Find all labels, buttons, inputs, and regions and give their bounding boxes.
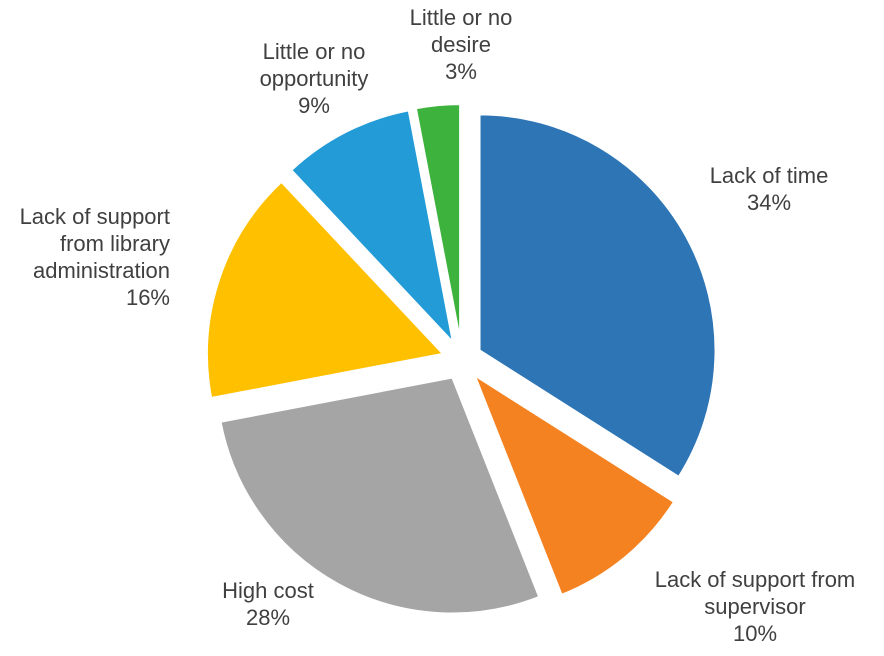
slice-value-label: 3%	[445, 59, 477, 84]
pie-slice-1	[472, 372, 676, 597]
pie-slice-5	[414, 103, 462, 341]
slice-value-label: 10%	[732, 621, 778, 646]
slice-label-line: supervisor	[704, 594, 806, 619]
slice-label-lack-of-support-from-supervisor: Lack of support from supervisor 10%	[655, 566, 856, 647]
slice-value-label: 28%	[245, 605, 291, 630]
slice-label-line: desire	[431, 32, 491, 57]
slice-label-line: Lack of time	[709, 163, 829, 188]
slice-label-line: administration	[33, 258, 170, 283]
slice-label-little-or-no-desire: Little or no desire 3%	[410, 4, 513, 85]
pie-slice-2	[219, 376, 541, 615]
slice-label-line: Little or no	[409, 5, 513, 30]
slice-label-little-or-no-opportunity: Little or no opportunity 9%	[260, 38, 369, 119]
slice-label-line: Lack of support from	[654, 567, 856, 592]
pie-slice-0	[478, 113, 717, 479]
slice-value-label: 9%	[298, 93, 330, 118]
slice-label-line: from library	[59, 231, 170, 256]
slice-value-label: 16%	[125, 285, 170, 310]
slice-label-line: Lack of support	[19, 204, 170, 229]
slice-label-lack-of-time: Lack of time 34%	[710, 162, 829, 216]
pie-slice-4	[289, 109, 455, 346]
slice-label-line: Little or no	[262, 39, 366, 64]
slice-value-label: 34%	[746, 190, 792, 215]
slice-label-high-cost: High cost 28%	[222, 577, 314, 631]
slice-label-line: opportunity	[259, 66, 369, 91]
slice-label-line: High cost	[222, 578, 314, 603]
pie-slice-3	[206, 180, 445, 400]
slice-label-lack-of-support-from-library-administration: Lack of support from library administrat…	[20, 203, 170, 311]
